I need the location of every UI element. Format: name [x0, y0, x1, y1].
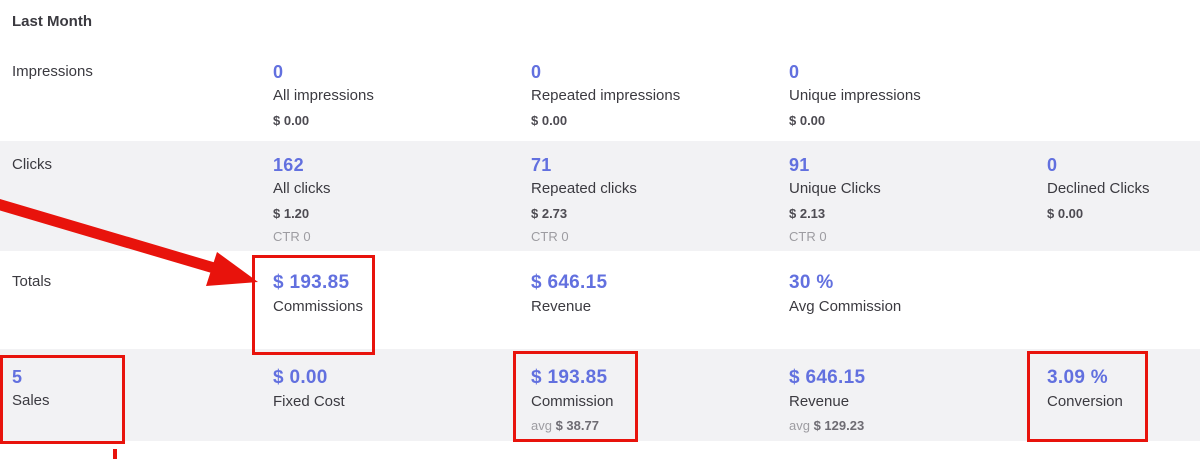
stat-value: 71 — [531, 155, 552, 175]
stat-value: 5 — [12, 367, 23, 387]
stat-value: 0 — [789, 62, 800, 82]
unique-impressions-cell: 0 Unique impressions $ 0.00 — [789, 61, 1047, 129]
stat-label: Commission — [531, 393, 614, 410]
stat-value: $ 193.85 — [531, 367, 608, 388]
avg-value: $ 129.23 — [813, 418, 865, 433]
stat-value: 162 — [273, 155, 304, 175]
stat-average: avg $ 129.23 — [789, 418, 1047, 434]
declined-clicks-cell: 0 Declined Clicks $ 0.00 — [1047, 154, 1200, 222]
period-title-text: Last Month — [12, 13, 92, 30]
stat-label: Conversion — [1047, 393, 1123, 410]
avg-commission-cell: 30 % Avg Commission — [789, 271, 1047, 316]
commissions-total-cell: $ 193.85 Commissions — [273, 271, 531, 316]
conversion-cell: 3.09 % Conversion — [1047, 366, 1200, 411]
fixed-cost-cell: $ 0.00 Fixed Cost — [273, 366, 531, 411]
stat-average: avg $ 38.77 — [531, 418, 789, 434]
stat-ctr: CTR 0 — [531, 229, 569, 244]
stat-label: All impressions — [273, 87, 374, 104]
stat-label: Repeated impressions — [531, 87, 681, 104]
stat-value: 0 — [273, 62, 284, 82]
stat-label: Revenue — [789, 393, 850, 410]
totals-row: Totals $ 193.85 Commissions $ 646.15 Rev… — [0, 251, 1200, 349]
stat-value: 3.09 % — [1047, 367, 1108, 388]
stat-amount: $ 0.00 — [273, 113, 310, 128]
sales-revenue-cell: $ 646.15 Revenue avg $ 129.23 — [789, 366, 1047, 434]
impressions-row: Impressions 0 All impressions $ 0.00 0 R… — [0, 45, 1200, 141]
repeated-clicks-cell: 71 Repeated clicks $ 2.73 CTR 0 — [531, 154, 789, 245]
stat-value: $ 0.00 — [273, 367, 328, 388]
stat-value: 0 — [1047, 155, 1058, 175]
commission-cell: $ 193.85 Commission avg $ 38.77 — [531, 366, 789, 434]
stat-amount: $ 2.13 — [789, 206, 826, 221]
revenue-total-cell: $ 646.15 Revenue — [531, 271, 789, 316]
stat-value: 91 — [789, 155, 810, 175]
stat-label: All clicks — [273, 180, 331, 197]
stat-label: Declined Clicks — [1047, 180, 1150, 197]
stat-amount: $ 1.20 — [273, 206, 310, 221]
totals-row-label: Totals — [12, 273, 52, 290]
stat-label: Unique impressions — [789, 87, 921, 104]
stat-value: $ 193.85 — [273, 272, 350, 293]
period-title: Last Month — [0, 0, 1200, 45]
repeated-impressions-cell: 0 Repeated impressions $ 0.00 — [531, 61, 789, 129]
all-impressions-cell: 0 All impressions $ 0.00 — [273, 61, 531, 129]
stat-value: 0 — [531, 62, 542, 82]
stat-label: Revenue — [531, 298, 592, 315]
unique-clicks-cell: 91 Unique Clicks $ 2.13 CTR 0 — [789, 154, 1047, 245]
sales-row-label: Sales — [12, 392, 50, 409]
stat-amount: $ 2.73 — [531, 206, 568, 221]
stat-amount: $ 0.00 — [531, 113, 568, 128]
stat-label: Repeated clicks — [531, 180, 637, 197]
avg-value: $ 38.77 — [555, 418, 599, 433]
clicks-row: Clicks 162 All clicks $ 1.20 CTR 0 71 Re… — [0, 141, 1200, 251]
clicks-row-label: Clicks — [12, 156, 52, 173]
all-clicks-cell: 162 All clicks $ 1.20 CTR 0 — [273, 154, 531, 245]
stat-ctr: CTR 0 — [273, 229, 311, 244]
avg-prefix: avg — [531, 418, 552, 433]
stats-dashboard: Last Month Impressions 0 All impressions… — [0, 0, 1200, 441]
stat-label: Fixed Cost — [273, 393, 345, 410]
sales-count-cell: 5 Sales — [12, 366, 273, 410]
stat-value: $ 646.15 — [789, 367, 866, 388]
annotation-partial-line — [113, 449, 117, 459]
stat-amount: $ 0.00 — [1047, 206, 1084, 221]
stat-label: Commissions — [273, 298, 364, 315]
avg-prefix: avg — [789, 418, 810, 433]
stat-value: $ 646.15 — [531, 272, 608, 293]
sales-row: 5 Sales $ 0.00 Fixed Cost $ 193.85 Commi… — [0, 349, 1200, 441]
stat-value: 30 % — [789, 272, 834, 293]
stat-amount: $ 0.00 — [789, 113, 826, 128]
stat-label: Unique Clicks — [789, 180, 881, 197]
stat-ctr: CTR 0 — [789, 229, 827, 244]
impressions-row-label: Impressions — [12, 63, 93, 80]
stat-label: Avg Commission — [789, 298, 902, 315]
